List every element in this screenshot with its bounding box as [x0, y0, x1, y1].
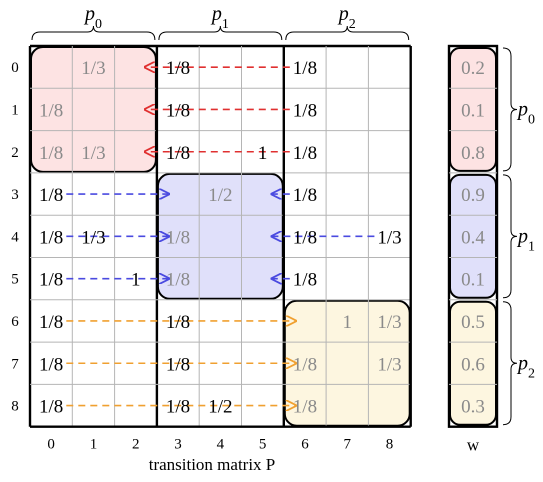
row-index: 0	[11, 60, 19, 76]
matrix-cell: 1/8	[293, 185, 317, 206]
matrix-cell: 1/3	[377, 227, 401, 248]
col-index: 1	[90, 437, 98, 453]
vector-value: 0.2	[461, 58, 485, 79]
col-index: 3	[174, 437, 182, 453]
col-index: 4	[217, 437, 225, 453]
partition-label-right: p0	[516, 98, 535, 127]
matrix-cell: 1/8	[39, 270, 63, 291]
partition-label-right: p2	[516, 352, 535, 381]
matrix-cell: 1/8	[293, 100, 317, 121]
col-index: 5	[259, 437, 267, 453]
matrix-cell: 1/3	[377, 354, 401, 375]
vector-value: 0.9	[461, 185, 485, 206]
matrix-cell: 1/8	[39, 185, 63, 206]
row-index: 7	[11, 356, 19, 372]
matrix-cell: 1/8	[293, 270, 317, 291]
matrix-cell: 1/8	[39, 100, 63, 121]
matrix-cell: 1	[131, 270, 141, 291]
matrix-cell: 1/8	[166, 354, 190, 375]
vector-value: 0.4	[461, 227, 485, 248]
matrix-cell: 1/2	[208, 397, 232, 418]
matrix-cell: 1/8	[39, 397, 63, 418]
matrix-cell: 1	[258, 143, 268, 164]
matrix-cell: 1/8	[293, 354, 317, 375]
right-brace	[502, 47, 518, 172]
matrix-cell: 1/8	[166, 58, 190, 79]
row-index: 8	[11, 399, 19, 415]
matrix-cell: 1/2	[208, 185, 232, 206]
vector-value: 0.8	[461, 143, 485, 164]
vector-value: 0.6	[461, 354, 485, 375]
col-index: 2	[132, 437, 140, 453]
matrix-cell: 1/8	[39, 354, 63, 375]
top-brace	[31, 25, 156, 41]
col-index: 0	[47, 437, 55, 453]
partition-label-top: p0	[83, 3, 102, 32]
matrix-cell: 1/3	[81, 227, 105, 248]
row-index: 3	[11, 187, 19, 203]
matrix-cell: 1/8	[293, 227, 317, 248]
vector-value: 0.1	[461, 270, 485, 291]
col-index: 7	[344, 437, 352, 453]
matrix-cell: 1/3	[81, 58, 105, 79]
vector-value: 0.5	[461, 312, 485, 333]
row-index: 6	[11, 314, 19, 330]
matrix-cell: 1	[343, 312, 353, 333]
partition-label-top: p1	[210, 3, 229, 32]
right-brace	[502, 174, 518, 299]
col-index: 6	[301, 437, 309, 453]
row-index: 1	[11, 102, 19, 118]
vector-value: 0.3	[461, 397, 485, 418]
vector-value: 0.1	[461, 100, 485, 121]
matrix-cell: 1/8	[166, 397, 190, 418]
matrix-cell: 1/8	[166, 143, 190, 164]
top-brace	[285, 25, 410, 41]
row-index: 4	[11, 229, 19, 245]
matrix-cell: 1/8	[166, 227, 190, 248]
partition-label-top: p2	[337, 3, 356, 32]
vector-label: w	[467, 436, 480, 455]
top-brace	[158, 25, 283, 41]
right-brace	[502, 301, 518, 426]
matrix-cell: 1/8	[39, 227, 63, 248]
row-index: 5	[11, 272, 19, 288]
matrix-cell: 1/8	[39, 143, 63, 164]
matrix-cell: 1/8	[166, 270, 190, 291]
row-index: 2	[11, 145, 19, 161]
matrix-cell: 1/8	[166, 312, 190, 333]
matrix-cell: 1/8	[293, 397, 317, 418]
matrix-cell: 1/8	[293, 58, 317, 79]
matrix-cell: 1/8	[166, 100, 190, 121]
col-index: 8	[386, 437, 394, 453]
matrix-caption: transition matrix P	[149, 455, 276, 474]
matrix-cell: 1/3	[81, 143, 105, 164]
matrix-cell: 1/8	[39, 312, 63, 333]
partition-label-right: p1	[516, 225, 535, 254]
vector-frame	[447, 44, 499, 428]
matrix-cell: 1/3	[377, 312, 401, 333]
matrix-cell: 1/8	[293, 143, 317, 164]
